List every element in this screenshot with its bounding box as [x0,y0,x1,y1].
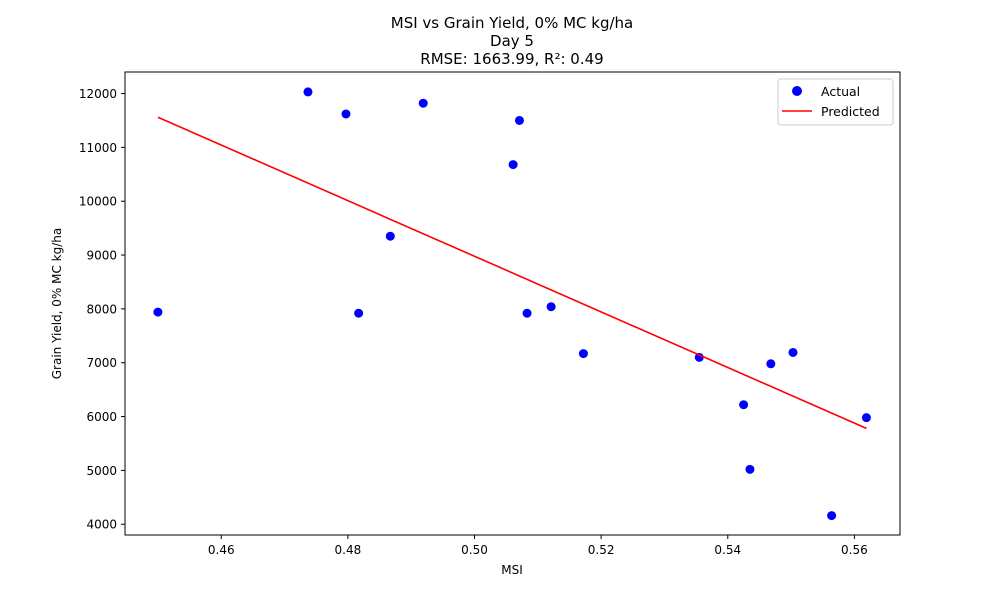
x-axis-ticks: 0.46 0.48 0.50 0.52 0.54 0.56 [208,535,868,557]
data-point-actual [694,352,704,362]
data-point-actual [788,347,798,357]
y-tick-label: 9000 [86,249,117,263]
y-axis-ticks: 4000 5000 6000 7000 8000 9000 10000 11000 12000 [79,87,125,532]
data-point-actual [514,115,524,125]
legend-box [777,78,894,126]
y-tick-label: 11000 [79,141,117,155]
data-point-actual [522,308,532,318]
x-tick-label: 0.54 [714,543,741,557]
y-tick-label: 10000 [79,195,117,209]
x-axis-label: MSI [501,563,523,577]
data-point-actual [546,302,556,312]
legend-label-predicted: Predicted [821,104,880,119]
y-tick-label: 4000 [86,518,117,532]
chart-title-line-1: MSI vs Grain Yield, 0% MC kg/ha [391,14,634,32]
chart-title-line-3: RMSE: 1663.99, R²: 0.49 [420,50,603,68]
data-point-actual [303,87,313,97]
legend-marker-actual [792,86,802,96]
plot-frame [124,71,901,536]
data-point-actual [739,400,749,410]
x-tick-label: 0.52 [588,543,615,557]
x-tick-label: 0.50 [461,543,488,557]
data-point-actual [385,231,395,241]
plot-area [153,87,871,521]
data-point-actual [341,109,351,119]
data-point-actual [827,511,837,521]
y-tick-label: 12000 [79,87,117,101]
data-point-actual [354,308,364,318]
legend: Actual Predicted [777,78,894,126]
legend-label-actual: Actual [821,84,860,99]
x-tick-label: 0.48 [335,543,362,557]
data-point-actual [418,98,428,108]
y-tick-label: 5000 [86,464,117,478]
data-point-actual [766,359,776,369]
chart-title-line-2: Day 5 [490,32,534,50]
data-point-actual [861,413,871,423]
data-point-actual [153,307,163,317]
data-point-actual [578,349,588,359]
x-tick-label: 0.56 [841,543,868,557]
x-tick-label: 0.46 [208,543,235,557]
y-tick-label: 6000 [86,410,117,424]
data-point-actual [508,160,518,170]
data-point-actual [745,464,755,474]
y-tick-label: 8000 [86,302,117,316]
y-axis-label: Grain Yield, 0% MC kg/ha [50,228,64,380]
predicted-line [157,116,867,430]
y-tick-label: 7000 [86,356,117,370]
